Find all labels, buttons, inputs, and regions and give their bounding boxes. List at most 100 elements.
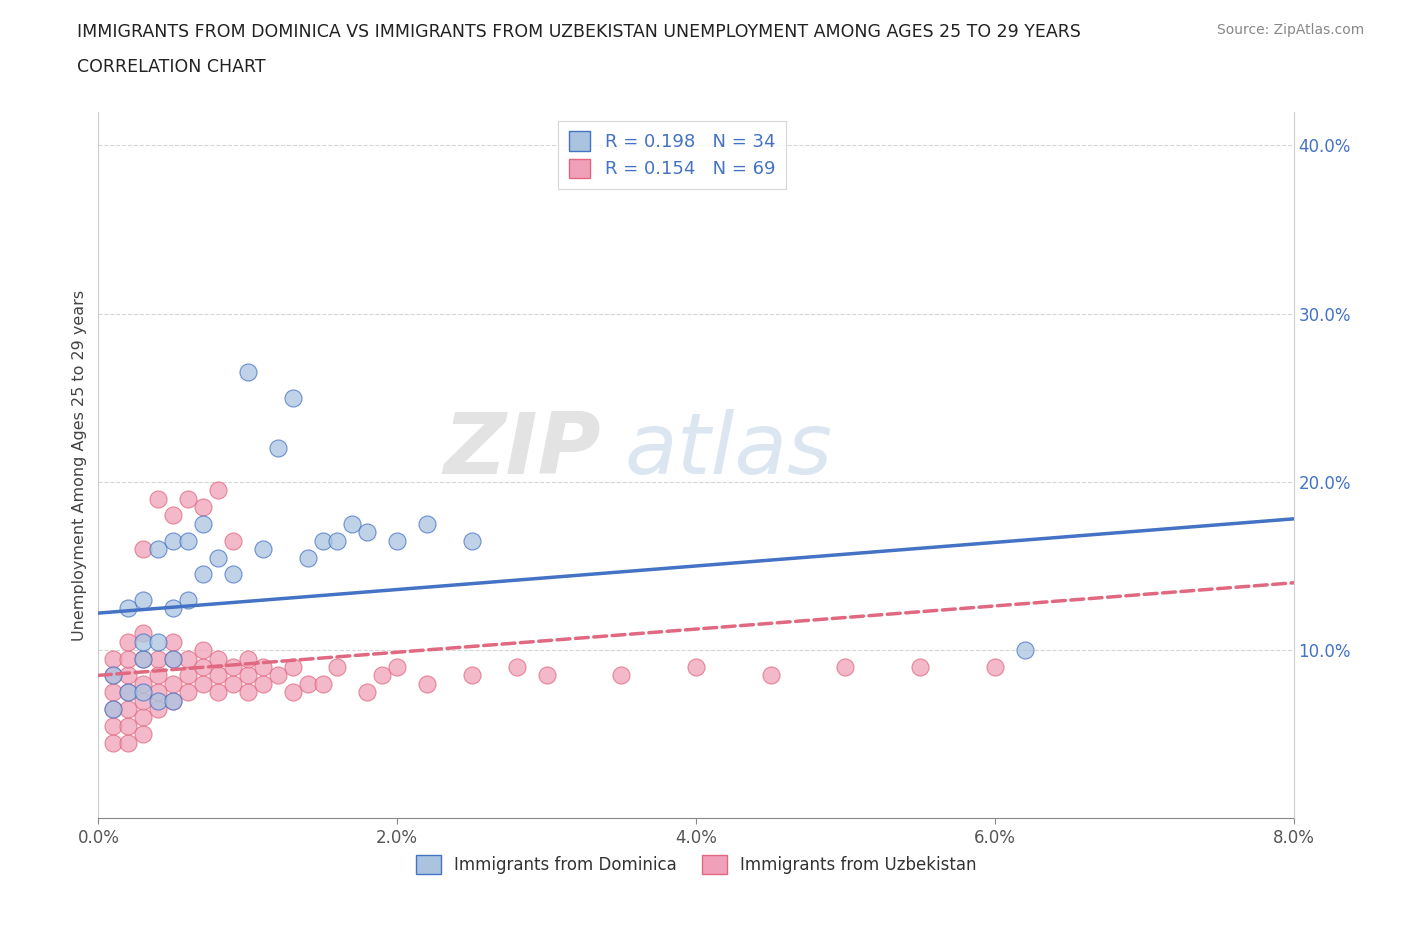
Point <box>103 668 125 683</box>
Point <box>536 668 558 683</box>
Point <box>117 684 139 699</box>
Point <box>177 651 200 666</box>
Point <box>162 533 184 548</box>
Text: Source: ZipAtlas.com: Source: ZipAtlas.com <box>1216 23 1364 37</box>
Point <box>177 668 200 683</box>
Point <box>191 676 214 691</box>
Point <box>610 668 633 683</box>
Point <box>162 508 184 523</box>
Point <box>267 441 290 456</box>
Point <box>356 684 378 699</box>
Point <box>311 676 333 691</box>
Point <box>461 668 484 683</box>
Point <box>236 684 259 699</box>
Point <box>416 516 439 531</box>
Point <box>132 651 155 666</box>
Point <box>103 736 125 751</box>
Point <box>148 701 170 716</box>
Point <box>416 676 439 691</box>
Point <box>177 592 200 607</box>
Point <box>103 668 125 683</box>
Text: CORRELATION CHART: CORRELATION CHART <box>77 58 266 75</box>
Point <box>342 516 364 531</box>
Point <box>148 651 170 666</box>
Point <box>117 718 139 733</box>
Point <box>908 659 931 674</box>
Point <box>191 643 214 658</box>
Point <box>281 684 304 699</box>
Point <box>759 668 782 683</box>
Point <box>267 668 290 683</box>
Point <box>162 651 184 666</box>
Point <box>371 668 394 683</box>
Y-axis label: Unemployment Among Ages 25 to 29 years: Unemployment Among Ages 25 to 29 years <box>72 289 87 641</box>
Point <box>162 634 184 649</box>
Point <box>311 533 333 548</box>
Point <box>191 567 214 582</box>
Point <box>148 491 170 506</box>
Point <box>461 533 484 548</box>
Point <box>177 684 200 699</box>
Point <box>207 668 229 683</box>
Point <box>207 551 229 565</box>
Point <box>222 533 245 548</box>
Point <box>132 727 155 742</box>
Point <box>222 567 245 582</box>
Point <box>385 533 409 548</box>
Point <box>103 718 125 733</box>
Point <box>148 684 170 699</box>
Point <box>148 668 170 683</box>
Point <box>132 693 155 708</box>
Point <box>117 684 139 699</box>
Point <box>326 533 349 548</box>
Point <box>356 525 378 539</box>
Point <box>236 365 259 379</box>
Point <box>162 693 184 708</box>
Point <box>207 684 229 699</box>
Point <box>148 634 170 649</box>
Point <box>148 541 170 556</box>
Point <box>177 533 200 548</box>
Point <box>103 651 125 666</box>
Point <box>117 736 139 751</box>
Point <box>103 701 125 716</box>
Point <box>132 541 155 556</box>
Point <box>191 499 214 514</box>
Point <box>281 659 304 674</box>
Text: ZIP: ZIP <box>443 409 600 492</box>
Point <box>834 659 856 674</box>
Point <box>132 592 155 607</box>
Point <box>162 651 184 666</box>
Text: IMMIGRANTS FROM DOMINICA VS IMMIGRANTS FROM UZBEKISTAN UNEMPLOYMENT AMONG AGES 2: IMMIGRANTS FROM DOMINICA VS IMMIGRANTS F… <box>77 23 1081 41</box>
Point <box>207 651 229 666</box>
Point <box>191 516 214 531</box>
Point <box>297 551 319 565</box>
Point <box>117 651 139 666</box>
Point <box>117 668 139 683</box>
Point <box>252 659 274 674</box>
Legend: Immigrants from Dominica, Immigrants from Uzbekistan: Immigrants from Dominica, Immigrants fro… <box>409 849 983 881</box>
Point <box>132 626 155 641</box>
Point <box>685 659 707 674</box>
Point <box>103 701 125 716</box>
Point <box>385 659 409 674</box>
Point <box>191 659 214 674</box>
Point <box>984 659 1007 674</box>
Point <box>281 391 304 405</box>
Point <box>132 676 155 691</box>
Point <box>162 601 184 616</box>
Point <box>117 701 139 716</box>
Point <box>236 668 259 683</box>
Point <box>222 676 245 691</box>
Point <box>222 659 245 674</box>
Point <box>117 634 139 649</box>
Point <box>162 693 184 708</box>
Point <box>1014 643 1036 658</box>
Point <box>148 693 170 708</box>
Point <box>132 710 155 724</box>
Point <box>207 483 229 498</box>
Text: atlas: atlas <box>624 409 832 492</box>
Point <box>117 601 139 616</box>
Point <box>252 541 274 556</box>
Point <box>103 684 125 699</box>
